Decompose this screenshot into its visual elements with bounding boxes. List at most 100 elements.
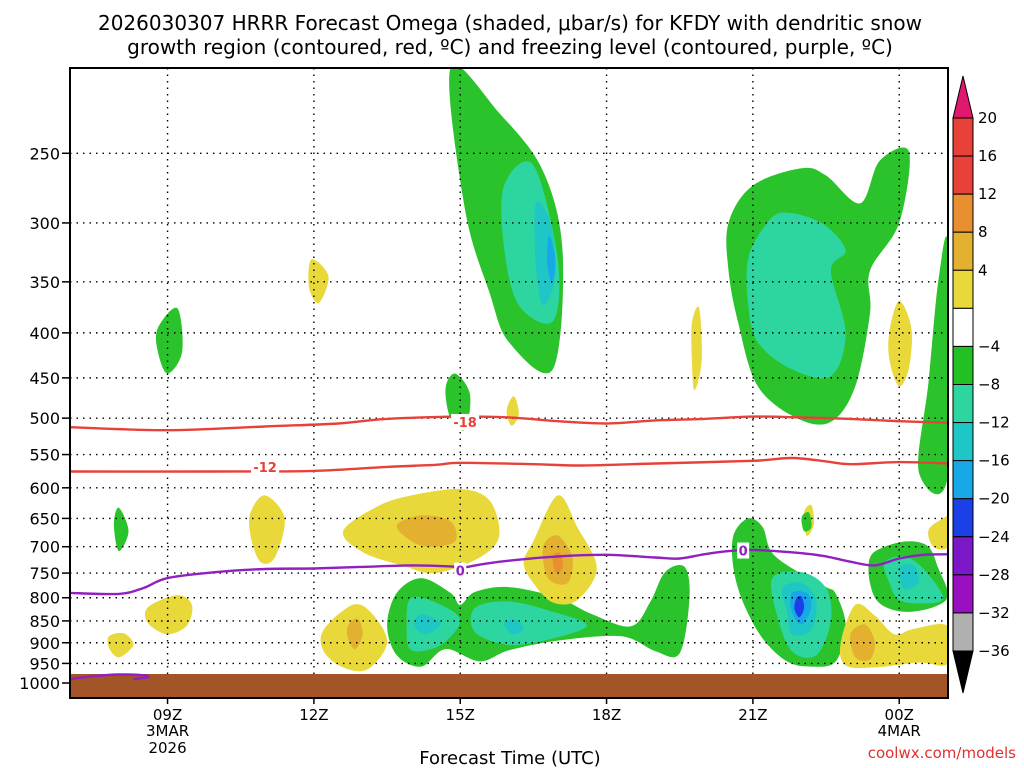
colorbar-segment-1	[952, 155, 974, 195]
contour-label-bg-1	[251, 458, 280, 475]
omega-region-36	[346, 618, 363, 650]
colorbar-segment-4	[952, 269, 974, 309]
contour-line-0	[70, 415, 948, 432]
contour-label-2: 0	[456, 565, 465, 580]
contour-label-0: -18	[453, 416, 477, 431]
ytick-label-950: 950	[29, 654, 60, 673]
isotherm-contours	[70, 415, 948, 681]
ytick-label-650: 650	[29, 509, 60, 528]
xtick-label-09Z: 09Z	[153, 706, 182, 724]
colorbar-label-6: −8	[978, 376, 1000, 394]
colorbar-label-5: −4	[978, 337, 1000, 355]
xtick-date-00Z: 4MAR	[878, 722, 921, 740]
omega-region-2	[534, 201, 556, 306]
colorbar-segment-6	[952, 345, 974, 385]
contour-label-bg-3	[737, 542, 750, 559]
colorbar-segment-8	[952, 422, 974, 462]
xtick-label-15Z: 15Z	[446, 706, 475, 724]
xtick-label-00Z: 00Z	[885, 706, 914, 724]
omega-region-39	[928, 515, 948, 550]
colorbar-label-9: −20	[978, 490, 1010, 508]
ytick-label-750: 750	[29, 564, 60, 583]
contour-line-3	[70, 673, 150, 681]
omega-region-33	[144, 595, 193, 635]
colorbar-label-4: 4	[978, 261, 988, 279]
ytick-label-600: 600	[29, 479, 60, 498]
xtick-label-21Z: 21Z	[738, 706, 767, 724]
colorbar-segment-0	[952, 117, 974, 157]
omega-region-19	[794, 595, 805, 618]
colorbar-segment-5	[952, 307, 974, 347]
omega-region-24	[691, 306, 702, 391]
contour-label-1: -12	[253, 461, 277, 476]
pressure-axis: 250 300 350 400 450 500 550 600 650 700 750 800 850 9…	[19, 144, 70, 693]
contour-line-1	[70, 456, 948, 473]
ytick-label-500: 500	[29, 409, 60, 428]
ytick-label-550: 550	[29, 446, 60, 465]
ytick-label-400: 400	[29, 324, 60, 343]
omega-region-13	[413, 614, 441, 635]
contour-label-bg-2	[454, 562, 467, 579]
ytick-label-250: 250	[29, 144, 60, 163]
plot-frame	[69, 67, 949, 699]
omega-region-8	[155, 307, 183, 374]
ytick-label-450: 450	[29, 369, 60, 388]
omega-region-38	[849, 624, 875, 661]
colorbar-label-13: −36	[978, 642, 1010, 660]
colorbar-segment-11	[952, 536, 974, 576]
omega-region-9	[113, 507, 129, 552]
omega-region-12	[470, 601, 587, 646]
omega-colorbar: 20 16 12 8 4 −4 −8 −12 −16 −20 −24 −28 −32 −36	[952, 75, 1010, 694]
omega-region-14	[504, 619, 524, 635]
xtick-date-09Z: 3MAR	[146, 722, 189, 740]
omega-region-6	[918, 236, 948, 495]
ytick-label-300: 300	[29, 214, 60, 233]
ytick-label-1000: 1000	[19, 674, 60, 693]
colorbar-label-8: −16	[978, 452, 1010, 470]
colorbar-label-3: 8	[978, 223, 988, 241]
contour-labels: -18 -12 0 0	[251, 413, 750, 580]
colorbar-label-1: 16	[978, 147, 997, 165]
credit-text: coolwx.com/models	[868, 744, 1016, 762]
colorbar-segment-12	[952, 574, 974, 614]
x-axis-label: Forecast Time (UTC)	[419, 748, 600, 768]
omega-region-34	[107, 632, 134, 658]
contour-label-3: 0	[739, 545, 748, 560]
colorbar-lower-arrow	[952, 650, 974, 694]
colorbar-segment-13	[952, 612, 974, 652]
colorbar-label-0: 20	[978, 109, 997, 127]
ytick-label-350: 350	[29, 273, 60, 292]
omega-region-22	[898, 564, 920, 590]
colorbar-segment-7	[952, 384, 974, 424]
xtick-label-18Z: 18Z	[592, 706, 621, 724]
colorbar-segment-9	[952, 460, 974, 500]
ytick-label-850: 850	[29, 612, 60, 631]
contour-label-bg-0	[451, 413, 480, 430]
colorbar-segment-10	[952, 498, 974, 538]
omega-region-5	[746, 212, 846, 379]
omega-region-3	[546, 235, 556, 282]
ytick-label-700: 700	[29, 538, 60, 557]
grid-lines	[70, 68, 948, 698]
ytick-label-900: 900	[29, 634, 60, 653]
omega-region-41	[801, 512, 812, 532]
chart-title-line1: 2026030307 HRRR Forecast Omega (shaded, …	[98, 11, 922, 35]
colorbar-label-11: −28	[978, 566, 1010, 584]
colorbar-segment-3	[952, 231, 974, 271]
xtick-year-09Z: 2026	[148, 739, 186, 757]
ytick-label-800: 800	[29, 589, 60, 608]
ground-below-surface	[70, 674, 948, 698]
omega-region-27	[248, 495, 285, 564]
omega-region-25	[888, 300, 912, 387]
xtick-label-12Z: 12Z	[299, 706, 328, 724]
chart-title-line2: growth region (contoured, red, ºC) and f…	[127, 35, 893, 59]
contour-line-2	[70, 548, 948, 596]
colorbar-segment-2	[952, 193, 974, 233]
omega-region-42	[933, 637, 948, 655]
colorbar-label-7: −12	[978, 414, 1010, 432]
omega-region-29	[396, 515, 457, 547]
colorbar-label-2: 12	[978, 185, 997, 203]
colorbar-label-10: −24	[978, 528, 1010, 546]
